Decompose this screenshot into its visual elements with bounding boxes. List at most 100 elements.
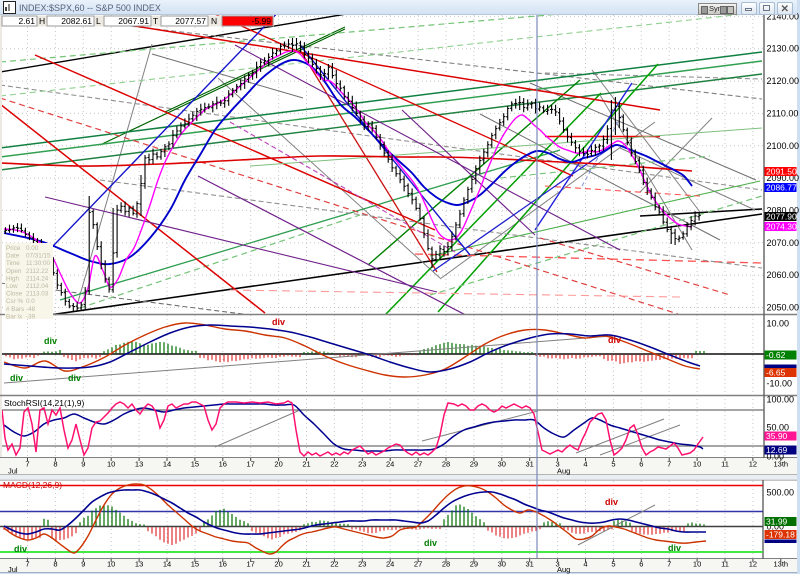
svg-text:2113.03: 2113.03 (26, 291, 49, 298)
svg-text:-6.65: -6.65 (766, 368, 786, 378)
svg-text:16: 16 (219, 460, 227, 469)
svg-text:31.99: 31.99 (766, 517, 788, 527)
svg-text:22: 22 (330, 460, 338, 469)
svg-text:N: N (211, 16, 217, 26)
svg-text:13th: 13th (773, 460, 788, 469)
svg-text:div: div (608, 335, 621, 345)
svg-text:2090.00: 2090.00 (767, 173, 800, 183)
svg-text:2130.00: 2130.00 (767, 44, 800, 54)
svg-text:div: div (44, 336, 57, 346)
svg-text:30: 30 (498, 460, 506, 469)
svg-text:13: 13 (135, 460, 143, 469)
svg-text:24: 24 (386, 460, 394, 469)
svg-text:17: 17 (247, 560, 255, 569)
svg-text:2080.00: 2080.00 (767, 205, 800, 215)
svg-text:Low: Low (6, 283, 18, 290)
svg-text:7: 7 (25, 460, 29, 469)
svg-text:5: 5 (611, 560, 615, 569)
svg-text:30: 30 (498, 560, 506, 569)
svg-text:H: H (39, 16, 45, 26)
svg-text:13th: 13th (773, 560, 788, 569)
svg-text:2082.61: 2082.61 (61, 16, 92, 26)
svg-text:100.00: 100.00 (767, 395, 795, 405)
svg-text:Date: Date (6, 253, 20, 260)
svg-text:6: 6 (639, 560, 643, 569)
svg-text:Open: Open (6, 268, 22, 275)
svg-text:27: 27 (414, 460, 422, 469)
svg-text:2091.50: 2091.50 (766, 167, 797, 177)
svg-text:2112.22: 2112.22 (26, 268, 49, 275)
svg-text:9: 9 (81, 560, 85, 569)
svg-text:2.61: 2.61 (18, 16, 35, 26)
svg-text:11: 11 (721, 560, 729, 569)
svg-text:10: 10 (107, 560, 115, 569)
svg-text:27: 27 (414, 560, 422, 569)
svg-text:2100.00: 2100.00 (767, 141, 800, 151)
svg-text:9: 9 (81, 460, 85, 469)
svg-text:11: 11 (721, 460, 729, 469)
svg-text:div: div (10, 373, 23, 383)
svg-text:12: 12 (749, 460, 757, 469)
svg-text:6: 6 (639, 460, 643, 469)
svg-text:21: 21 (302, 460, 310, 469)
svg-text:15: 15 (191, 460, 199, 469)
svg-text:-179.18: -179.18 (766, 530, 795, 540)
svg-text:5: 5 (611, 460, 615, 469)
svg-text:4: 4 (583, 460, 587, 469)
svg-text:35.90: 35.90 (766, 431, 788, 441)
svg-text:15: 15 (191, 560, 199, 569)
svg-text:0.00: 0.00 (767, 522, 785, 532)
svg-text:28: 28 (442, 560, 450, 569)
svg-text:div: div (668, 543, 681, 553)
svg-text:Aug: Aug (557, 467, 570, 476)
svg-text:8: 8 (53, 560, 57, 569)
svg-text:StochRSI(14,21(1),9): StochRSI(14,21(1),9) (4, 398, 84, 408)
svg-text:2077.57: 2077.57 (175, 16, 206, 26)
svg-text:L: L (96, 16, 101, 26)
svg-text:Bar lx: Bar lx (6, 313, 23, 320)
svg-text:7: 7 (667, 460, 671, 469)
svg-text:2140.00: 2140.00 (767, 11, 800, 21)
svg-text:10: 10 (693, 460, 701, 469)
svg-text:21: 21 (302, 560, 310, 569)
svg-text:Price: Price (6, 245, 21, 252)
svg-text:2074.30: 2074.30 (766, 222, 797, 232)
svg-text:Jul: Jul (8, 565, 18, 574)
svg-text:20: 20 (274, 460, 282, 469)
svg-text:17: 17 (247, 460, 255, 469)
svg-text:# Bars: # Bars (6, 306, 24, 313)
svg-text:13: 13 (135, 560, 143, 569)
svg-text:4: 4 (583, 560, 587, 569)
svg-text:div: div (272, 317, 285, 327)
svg-text:2120.00: 2120.00 (767, 76, 800, 86)
svg-text:div: div (424, 538, 437, 548)
svg-text:2086.77: 2086.77 (766, 183, 797, 193)
svg-text:Time: Time (6, 260, 20, 267)
svg-text:12.69: 12.69 (766, 445, 788, 455)
svg-text:div: div (68, 373, 81, 383)
svg-text:29: 29 (470, 460, 478, 469)
svg-text:div: div (605, 497, 618, 507)
svg-text:8: 8 (53, 460, 57, 469)
svg-text:0.00: 0.00 (767, 452, 785, 462)
svg-text:23: 23 (358, 560, 366, 569)
svg-text:10: 10 (107, 460, 115, 469)
svg-text:11:30:00: 11:30:00 (26, 260, 51, 267)
svg-text:-48: -48 (26, 306, 36, 313)
svg-text:14: 14 (163, 460, 171, 469)
svg-text:07/31/15: 07/31/15 (26, 253, 51, 260)
svg-text:Csr %: Csr % (6, 298, 24, 305)
svg-text:-0.62: -0.62 (766, 350, 786, 360)
svg-text:500.00: 500.00 (767, 488, 795, 498)
svg-text:Close: Close (6, 291, 23, 298)
svg-text:2050.00: 2050.00 (767, 303, 800, 313)
svg-text:22: 22 (330, 560, 338, 569)
svg-text:29: 29 (470, 560, 478, 569)
svg-text:28: 28 (442, 460, 450, 469)
svg-text:7: 7 (25, 560, 29, 569)
svg-text:2067.91: 2067.91 (118, 16, 149, 26)
svg-text:2070.00: 2070.00 (767, 238, 800, 248)
svg-text:div: div (14, 544, 27, 554)
svg-text:10: 10 (693, 560, 701, 569)
svg-text:0.00: 0.00 (26, 245, 39, 252)
